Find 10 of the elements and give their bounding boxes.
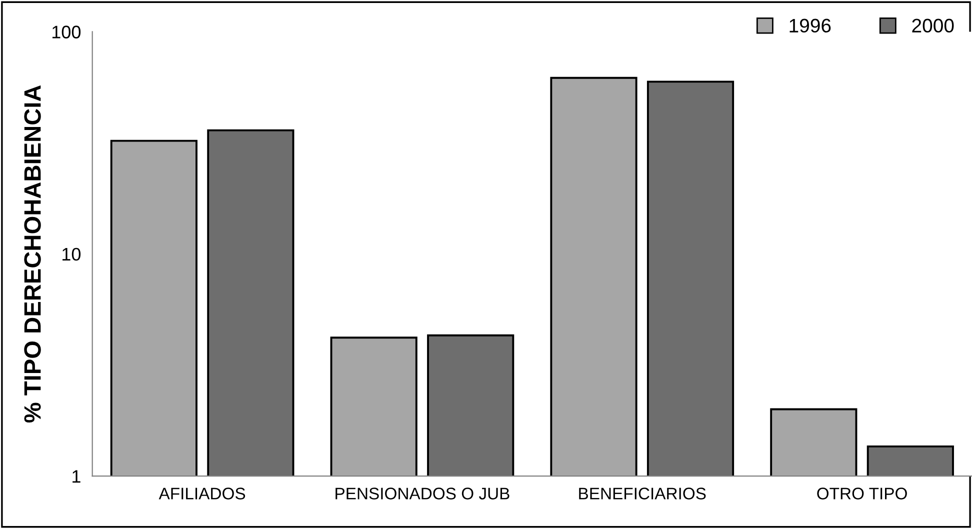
- legend-label: 2000: [912, 18, 954, 33]
- x-tick-label: AFILIADOS: [158, 488, 246, 500]
- y-tick-label: 100: [52, 26, 81, 38]
- x-tick-label: BENEFICIARIOS: [579, 488, 706, 500]
- y-tick-label: 10: [62, 248, 81, 261]
- legend-label: 1996: [790, 18, 831, 33]
- x-tick-label: OTRO TIPO: [817, 488, 907, 500]
- y-tick-label: 1: [72, 470, 80, 483]
- y-axis-title: % TIPO DERECHOHABIENCIA: [24, 85, 41, 423]
- x-tick-label: PENSIONADOS O JUB: [336, 488, 510, 500]
